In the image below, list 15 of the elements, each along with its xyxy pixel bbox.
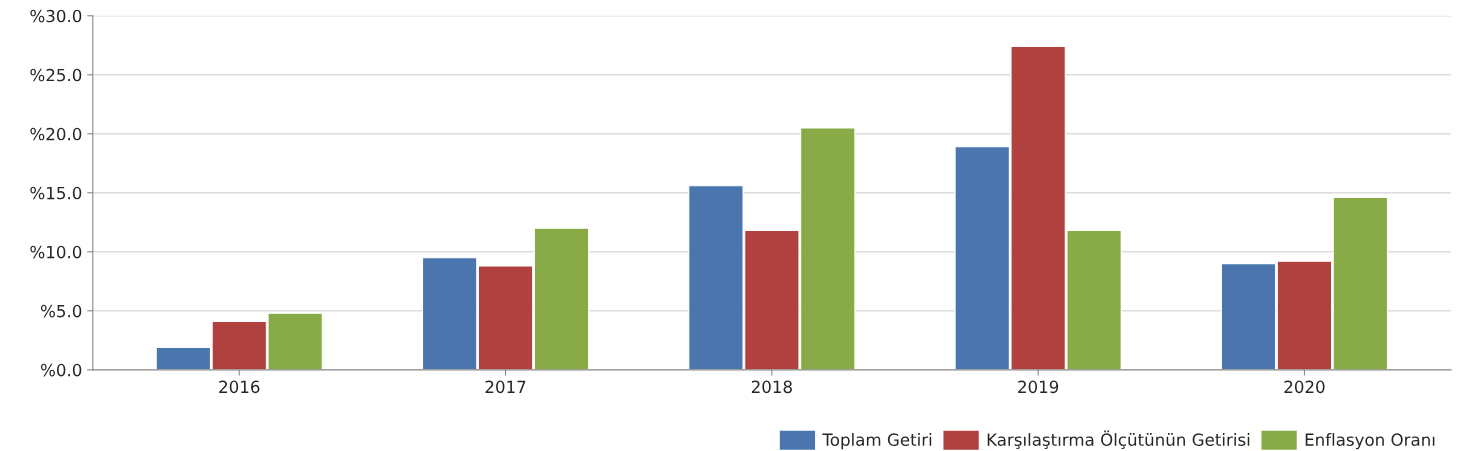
x-tick-label: 2020 — [1284, 380, 1325, 394]
x-tick-label: 2016 — [219, 380, 260, 394]
legend-label: Enflasyon Oranı — [1305, 433, 1435, 450]
y-tick-label: %5.0 — [40, 304, 82, 318]
y-tick-label: %20.0 — [30, 127, 82, 141]
y-tick-label: %30.0 — [30, 9, 82, 23]
x-tick-label: 2018 — [751, 380, 792, 394]
y-tick-label: %15.0 — [30, 186, 82, 200]
x-tick-label: 2017 — [485, 380, 526, 394]
legend-label: Toplam Getiri — [822, 433, 932, 450]
y-tick-label: %0.0 — [40, 363, 82, 377]
legend-label: Karşılaştırma Ölçütünün Getirisi — [987, 430, 1250, 449]
x-tick-label: 2019 — [1018, 380, 1059, 394]
y-tick-label: %10.0 — [30, 245, 82, 259]
y-tick-label: %25.0 — [30, 68, 82, 82]
